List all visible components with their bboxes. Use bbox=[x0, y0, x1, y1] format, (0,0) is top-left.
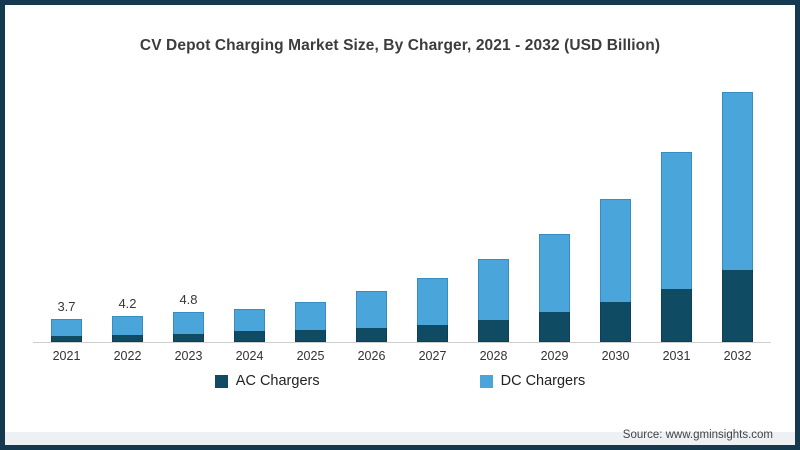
bar-column-2021: 3.7 bbox=[36, 80, 97, 342]
x-axis-label-2032: 2032 bbox=[723, 349, 752, 363]
stacked-bar-2026 bbox=[356, 290, 387, 342]
bar-column-2027 bbox=[402, 80, 463, 342]
stacked-bar-2025 bbox=[295, 301, 326, 342]
dc-chargers-segment bbox=[234, 308, 265, 332]
stacked-bar-2031 bbox=[661, 152, 692, 342]
ac-chargers-segment bbox=[661, 289, 692, 342]
bar-column-2024 bbox=[219, 80, 280, 342]
x-axis-label-2030: 2030 bbox=[601, 349, 630, 363]
stacked-bar-2028 bbox=[478, 258, 509, 342]
x-axis-labels: 2021 2022 2023 2024 2025 2026 2027 2028 2029 2030… bbox=[36, 349, 768, 363]
plot-area: 3.7 4.2 4.8 bbox=[36, 80, 768, 342]
bar-column-2031 bbox=[646, 80, 707, 342]
dc-chargers-segment bbox=[417, 278, 448, 326]
ac-chargers-segment bbox=[112, 335, 143, 342]
dc-chargers-segment bbox=[295, 301, 326, 331]
x-axis-label-2022: 2022 bbox=[113, 349, 142, 363]
footer-strip bbox=[5, 432, 795, 445]
data-label-2021: 3.7 bbox=[57, 299, 76, 315]
dc-chargers-segment bbox=[722, 91, 753, 271]
dc-chargers-segment bbox=[112, 315, 143, 336]
x-axis-label-2029: 2029 bbox=[540, 349, 569, 363]
x-axis-label-2027: 2027 bbox=[418, 349, 447, 363]
chart-title: CV Depot Charging Market Size, By Charge… bbox=[139, 37, 661, 54]
legend-label-ac-chargers: AC Chargers bbox=[235, 373, 320, 389]
stacked-bar-2022 bbox=[112, 315, 143, 342]
stacked-bar-2021 bbox=[51, 319, 82, 342]
bar-column-2022: 4.2 bbox=[97, 80, 158, 342]
legend-item-ac-chargers: AC Chargers bbox=[214, 373, 320, 389]
ac-chargers-segment bbox=[51, 336, 82, 342]
legend: AC Chargers DC Chargers bbox=[5, 373, 795, 389]
x-axis-label-2021: 2021 bbox=[52, 349, 81, 363]
bar-column-2025 bbox=[280, 80, 341, 342]
x-axis-label-2028: 2028 bbox=[479, 349, 508, 363]
ac-chargers-segment bbox=[600, 302, 631, 342]
dc-chargers-segment bbox=[539, 233, 570, 313]
stacked-bar-2027 bbox=[417, 278, 448, 342]
dc-chargers-segment bbox=[661, 152, 692, 290]
stacked-bar-2029 bbox=[539, 233, 570, 342]
ac-chargers-segment bbox=[539, 312, 570, 342]
dc-chargers-segment bbox=[356, 290, 387, 329]
bar-column-2030 bbox=[585, 80, 646, 342]
x-axis-label-2024: 2024 bbox=[235, 349, 264, 363]
legend-item-dc-chargers: DC Chargers bbox=[479, 373, 586, 389]
source-attribution: Source: www.gminsights.com bbox=[622, 429, 773, 441]
dc-chargers-segment bbox=[478, 258, 509, 320]
data-label-2023: 4.8 bbox=[179, 292, 198, 308]
stacked-bar-2032 bbox=[722, 91, 753, 342]
x-axis-line bbox=[33, 342, 771, 343]
bar-column-2029 bbox=[524, 80, 585, 342]
x-axis-label-2023: 2023 bbox=[174, 349, 203, 363]
ac-chargers-segment bbox=[722, 270, 753, 342]
stacked-bar-2030 bbox=[600, 198, 631, 342]
bar-column-2026 bbox=[341, 80, 402, 342]
data-label-2022: 4.2 bbox=[118, 295, 137, 311]
ac-chargers-segment bbox=[295, 330, 326, 342]
x-axis-label-2031: 2031 bbox=[662, 349, 691, 363]
legend-label-dc-chargers: DC Chargers bbox=[500, 373, 586, 389]
stacked-bar-2024 bbox=[234, 308, 265, 342]
ac-chargers-segment bbox=[234, 331, 265, 342]
ac-chargers-swatch-icon bbox=[214, 374, 228, 388]
dc-chargers-segment bbox=[51, 319, 82, 337]
dc-chargers-segment bbox=[173, 312, 204, 334]
ac-chargers-segment bbox=[356, 328, 387, 342]
x-axis-label-2026: 2026 bbox=[357, 349, 386, 363]
dc-chargers-segment bbox=[600, 198, 631, 303]
stacked-bar-2023 bbox=[173, 312, 204, 342]
bar-column-2032 bbox=[707, 80, 768, 342]
ac-chargers-segment bbox=[478, 319, 509, 342]
x-axis-label-2025: 2025 bbox=[296, 349, 325, 363]
dc-chargers-swatch-icon bbox=[479, 374, 493, 388]
ac-chargers-segment bbox=[417, 325, 448, 342]
ac-chargers-segment bbox=[173, 333, 204, 342]
bar-column-2023: 4.8 bbox=[158, 80, 219, 342]
bar-column-2028 bbox=[463, 80, 524, 342]
